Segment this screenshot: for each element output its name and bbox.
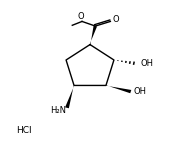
- Polygon shape: [65, 85, 74, 108]
- Polygon shape: [90, 26, 97, 45]
- Text: OH: OH: [141, 59, 154, 68]
- Text: O: O: [78, 12, 84, 21]
- Text: HCl: HCl: [17, 126, 32, 135]
- Text: O: O: [112, 15, 119, 24]
- Text: OH: OH: [133, 87, 146, 96]
- Polygon shape: [106, 85, 131, 93]
- Text: H₂N: H₂N: [50, 106, 66, 115]
